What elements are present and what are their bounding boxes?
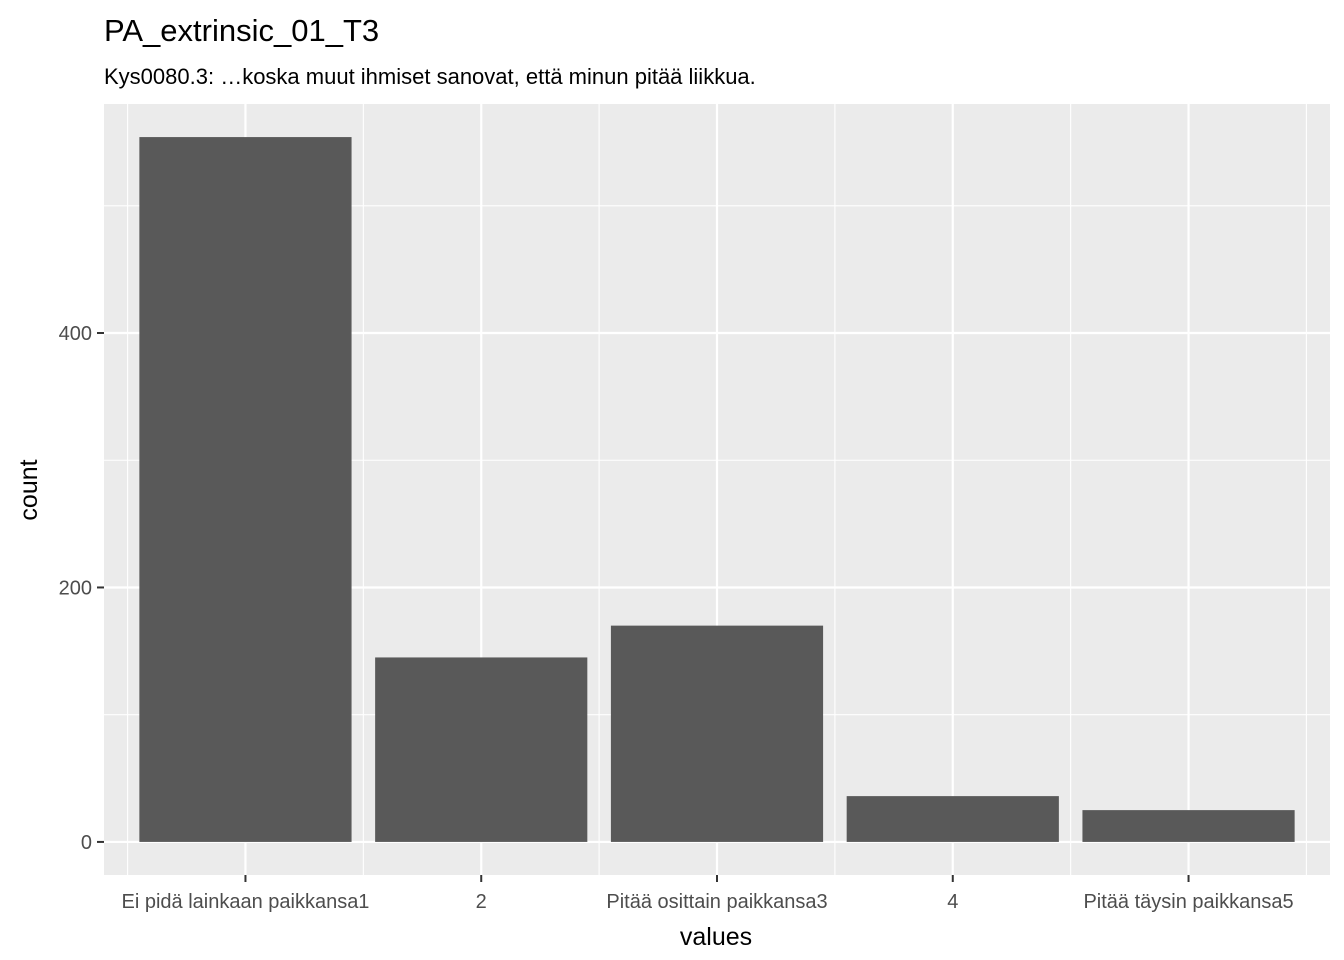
y-tick-label: 400: [59, 323, 92, 345]
x-tick-label: Pitää täysin paikkansa5: [1083, 891, 1293, 913]
chart-title: PA_extrinsic_01_T3: [104, 13, 379, 48]
x-tick-label: 2: [476, 891, 487, 913]
x-tick-label: Pitää osittain paikkansa3: [606, 891, 827, 913]
bars: [139, 137, 1295, 842]
bar: [846, 796, 1059, 842]
y-tick-label: 200: [59, 577, 92, 599]
x-tick-label: 4: [947, 891, 958, 913]
chart-subtitle: Kys0080.3: …koska muut ihmiset sanovat, …: [104, 64, 756, 89]
x-tick-label: Ei pidä lainkaan paikkansa1: [121, 891, 369, 913]
y-tick-label: 0: [81, 832, 92, 854]
x-axis-title: values: [680, 923, 752, 951]
x-axis: Ei pidä lainkaan paikkansa1 2 Pitää ositta…: [121, 875, 1294, 913]
y-axis-title: count: [15, 459, 43, 520]
bar: [139, 137, 352, 842]
bar: [610, 625, 824, 842]
bar: [1082, 810, 1295, 842]
y-axis: 0 200 400: [59, 323, 104, 854]
bar: [375, 657, 588, 842]
